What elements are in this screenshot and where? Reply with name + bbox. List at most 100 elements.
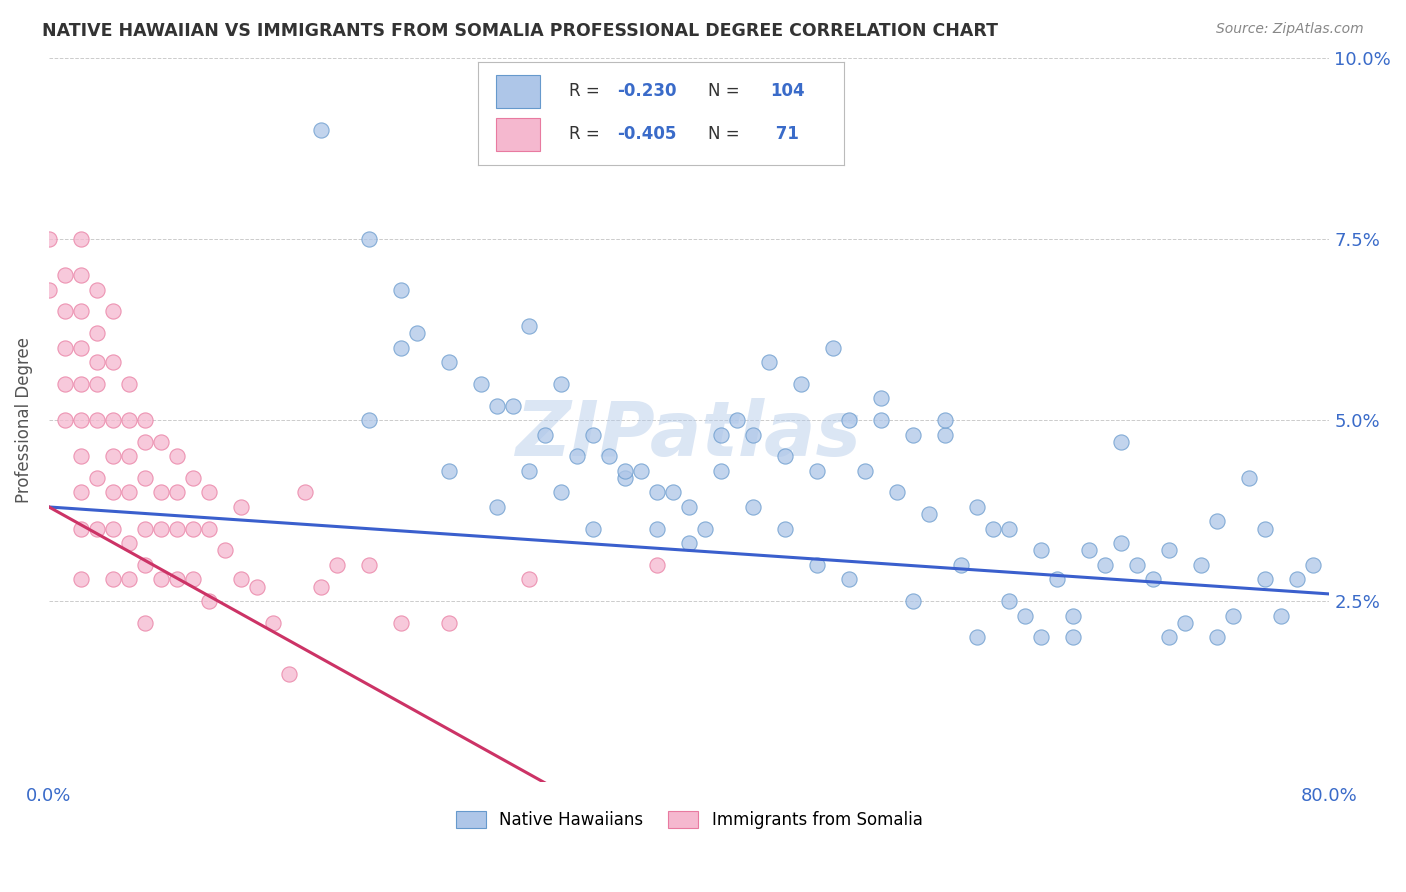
Point — [1254, 522, 1277, 536]
Point — [678, 500, 700, 514]
Point — [806, 558, 828, 572]
Point — [118, 449, 141, 463]
Point — [710, 427, 733, 442]
Point — [998, 594, 1021, 608]
Point — [70, 232, 93, 246]
Point — [1254, 573, 1277, 587]
Point — [437, 464, 460, 478]
Point — [1270, 608, 1292, 623]
Point — [1206, 631, 1229, 645]
Point — [118, 573, 141, 587]
Point — [870, 391, 893, 405]
Point — [1031, 631, 1053, 645]
Text: -0.230: -0.230 — [617, 82, 676, 100]
Point — [118, 485, 141, 500]
Point — [886, 485, 908, 500]
Point — [1222, 608, 1244, 623]
Point — [645, 485, 668, 500]
Point — [582, 522, 605, 536]
Point — [278, 666, 301, 681]
Point — [1159, 631, 1181, 645]
Point — [134, 522, 156, 536]
Point — [229, 573, 252, 587]
Text: R =: R = — [569, 125, 606, 144]
Point — [934, 413, 956, 427]
Point — [918, 507, 941, 521]
Point — [70, 268, 93, 282]
Point — [1031, 543, 1053, 558]
Point — [326, 558, 349, 572]
Point — [389, 341, 412, 355]
Point — [981, 522, 1004, 536]
Point — [53, 341, 76, 355]
Point — [517, 573, 540, 587]
Point — [1094, 558, 1116, 572]
Point — [101, 449, 124, 463]
Point — [773, 449, 796, 463]
Point — [645, 522, 668, 536]
Point — [1302, 558, 1324, 572]
Point — [86, 522, 108, 536]
Point — [118, 376, 141, 391]
Point — [359, 232, 381, 246]
Point — [1126, 558, 1149, 572]
Point — [70, 573, 93, 587]
Point — [150, 485, 173, 500]
Point — [1142, 573, 1164, 587]
Point — [823, 341, 845, 355]
Point — [966, 500, 988, 514]
Point — [166, 485, 188, 500]
Point — [502, 399, 524, 413]
Point — [101, 355, 124, 369]
Point — [53, 376, 76, 391]
Point — [181, 522, 204, 536]
Text: -0.405: -0.405 — [617, 125, 676, 144]
Point — [790, 376, 813, 391]
Point — [534, 427, 557, 442]
Point — [437, 355, 460, 369]
Point — [614, 471, 637, 485]
Point — [742, 427, 765, 442]
Point — [966, 631, 988, 645]
Point — [998, 522, 1021, 536]
Point — [38, 232, 60, 246]
Point — [86, 326, 108, 340]
Point — [86, 376, 108, 391]
Point — [309, 580, 332, 594]
Point — [838, 573, 860, 587]
Point — [470, 376, 492, 391]
Point — [262, 615, 284, 630]
FancyBboxPatch shape — [496, 118, 540, 151]
Point — [166, 573, 188, 587]
Point — [101, 522, 124, 536]
Point — [550, 485, 572, 500]
Point — [101, 413, 124, 427]
Point — [53, 268, 76, 282]
Legend: Native Hawaiians, Immigrants from Somalia: Native Hawaiians, Immigrants from Somali… — [449, 804, 929, 836]
Point — [70, 485, 93, 500]
Point — [214, 543, 236, 558]
Point — [1111, 434, 1133, 449]
Point — [198, 485, 221, 500]
Point — [134, 558, 156, 572]
Point — [486, 500, 509, 514]
Point — [181, 573, 204, 587]
Point — [950, 558, 973, 572]
Point — [806, 464, 828, 478]
Point — [70, 449, 93, 463]
Point — [437, 615, 460, 630]
Point — [181, 471, 204, 485]
Point — [838, 413, 860, 427]
Point — [150, 434, 173, 449]
Point — [86, 283, 108, 297]
Point — [118, 413, 141, 427]
Point — [70, 522, 93, 536]
Point — [662, 485, 685, 500]
Point — [695, 522, 717, 536]
Point — [1111, 536, 1133, 550]
Point — [1286, 573, 1309, 587]
Text: 104: 104 — [770, 82, 806, 100]
Point — [550, 376, 572, 391]
Point — [1078, 543, 1101, 558]
Point — [1239, 471, 1261, 485]
